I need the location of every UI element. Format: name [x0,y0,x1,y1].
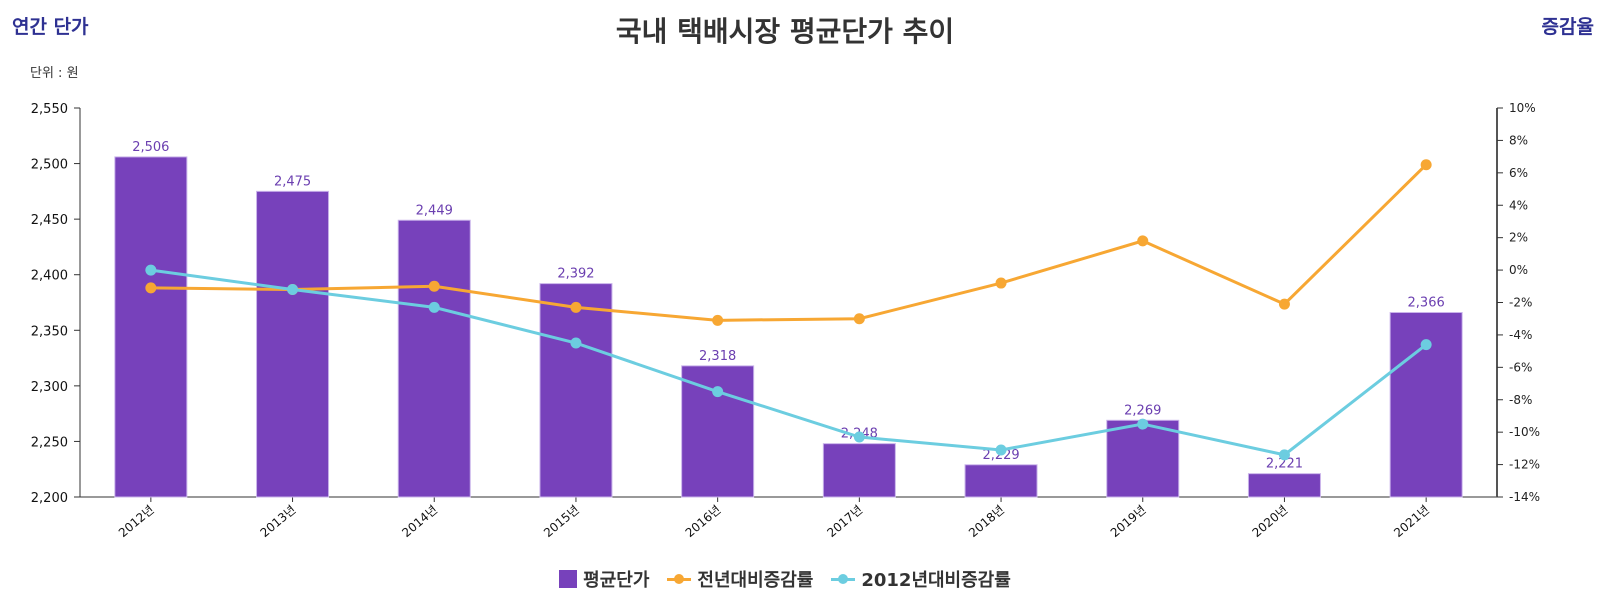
left-axis-title: 연간 단가 [12,16,89,38]
legend-label: 평균단가 [583,570,650,591]
bar-data-label: 2,449 [416,203,453,218]
legend-label: 전년대비증감률 [697,570,814,591]
bar-data-label: 2,506 [132,140,169,155]
bar [397,219,471,498]
right-axis-title: 증감율 [1541,16,1594,38]
vs2012-point [712,386,724,398]
bar-data-label: 2,392 [557,267,594,282]
bar [681,365,755,498]
x-tick-label: 2018년 [966,503,1007,540]
right-tick-label: -4% [1509,328,1532,342]
bar-data-label: 2,366 [1408,296,1445,311]
bar [1247,473,1321,498]
yoy-point [570,301,582,313]
unit-label: 단위 : 원 [30,66,79,81]
chart-title: 국내 택배시장 평균단가 추이 [615,15,955,48]
vs2012-point [570,337,582,349]
legend-swatch [831,573,856,584]
bar-data-label: 2,269 [1124,403,1161,418]
chart-area: 2,200 2,250 2,300 2,350 2,400 2,450 2,500 2,550… [31,101,1540,540]
bar [964,464,1038,498]
x-tick-label: 2019년 [1108,503,1149,540]
left-tick-label: 2,350 [31,324,68,339]
left-tick-label: 2,450 [31,213,68,228]
x-tick-label: 2012년 [116,503,157,540]
yoy-point [853,313,865,325]
right-tick-label: 0% [1509,263,1528,277]
vs2012-point [995,444,1007,456]
bar [822,443,896,498]
legend-item-vs2012[interactable]: 2012년대비증감률 [831,566,1011,592]
legend-item-yoy[interactable]: 전년대비증감률 [667,566,813,592]
legend-swatch [667,573,692,584]
bar-data-label: 2,475 [274,174,311,189]
vs2012-line [150,268,1428,457]
left-tick-label: 2,550 [31,102,68,117]
vs2012-point [853,431,865,443]
right-tick-label: -8% [1509,393,1532,407]
right-tick-label: -6% [1509,360,1532,374]
right-tick-label: -12% [1509,458,1540,472]
vs2012-point [1278,449,1290,461]
left-tick-label: 2,400 [31,269,68,284]
bar [256,190,330,498]
x-tick-label: 2017년 [824,503,865,540]
x-tick-label: 2014년 [399,503,440,540]
legend: 평균단가 전년대비증감률 2012년대비증감률 [0,566,1570,592]
x-tick-label: 2016년 [683,503,724,540]
bar [114,156,188,498]
yoy-point [712,314,724,326]
vs2012-point [428,301,440,313]
bar-data-label: 2,318 [699,349,736,364]
yoy-point [1278,298,1290,310]
right-tick-label: 8% [1509,133,1528,147]
right-tick-label: 10% [1509,101,1536,115]
right-tick-label: -14% [1509,490,1540,504]
left-tick-label: 2,300 [31,380,68,395]
left-tick-label: 2,200 [31,491,68,506]
vs2012-point [287,284,299,296]
yoy-point [1420,159,1432,171]
right-tick-label: 2% [1509,231,1528,245]
legend-item-bar[interactable]: 평균단가 [559,566,649,592]
right-tick-label: 6% [1509,166,1528,180]
x-tick-label: 2021년 [1391,503,1432,540]
yoy-point [995,277,1007,289]
x-tick-label: 2013년 [258,503,299,540]
x-tick-label: 2020년 [1250,503,1291,540]
vs2012-point [1420,339,1432,351]
right-tick-label: -10% [1509,425,1540,439]
yoy-line [150,163,1428,322]
x-tick-label: 2015년 [541,503,582,540]
left-tick-label: 2,500 [31,158,68,173]
bar [1106,419,1180,498]
bar [539,283,613,498]
yoy-point [1137,235,1149,247]
legend-label: 2012년대비증감률 [861,570,1011,591]
vs2012-point [145,264,157,276]
vs2012-point [1137,418,1149,430]
yoy-point [428,280,440,292]
right-tick-label: 4% [1509,198,1528,212]
legend-swatch [559,570,578,588]
bar-data-label: 2,221 [1266,457,1303,472]
left-tick-label: 2,250 [31,435,68,450]
right-tick-label: -2% [1509,296,1532,310]
yoy-point [145,282,157,294]
